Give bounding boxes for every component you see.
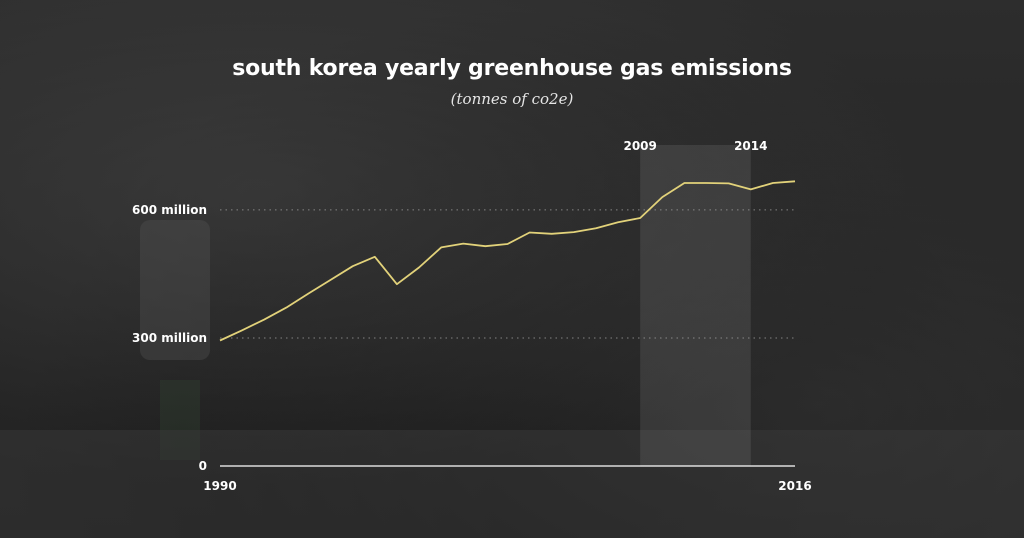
y-tick-label: 600 million [132,203,207,217]
highlight-start-label: 2009 [623,139,656,153]
x-tick-label: 2016 [778,479,811,493]
background-city-band [0,430,1024,538]
x-tick-label: 1990 [203,479,236,493]
chart-title: south korea yearly greenhouse gas emissi… [232,56,792,81]
highlight-band [640,145,751,466]
chart-subtitle: (tonnes of co2e) [450,90,574,108]
y-tick-label: 0 [199,459,207,473]
highlight-end-label: 2014 [734,139,767,153]
background-tower-shape [140,220,210,360]
emissions-series-line [219,180,796,342]
y-tick-label: 300 million [132,331,207,345]
